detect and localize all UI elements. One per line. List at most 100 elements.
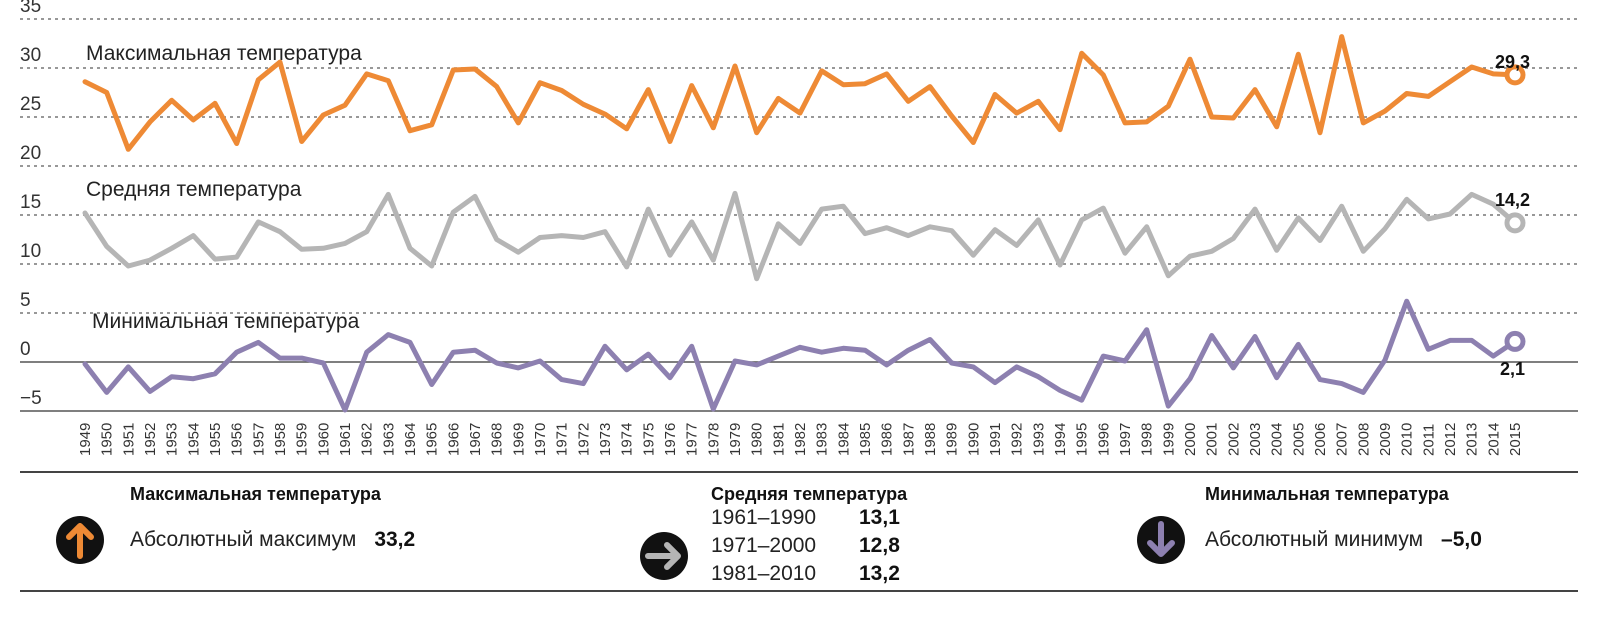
x-tick-label: 1986 — [879, 423, 896, 456]
x-tick-label: 1979 — [727, 423, 744, 456]
legend-mean-row: 1971–2000 12,8 — [711, 534, 900, 562]
legend-min-label: Абсолютный минимум — [1205, 528, 1424, 551]
x-tick-label: 1996 — [1095, 423, 1112, 456]
series-label-mean: Средняя температура — [86, 178, 302, 201]
legend-mean-value: 13,2 — [859, 562, 900, 585]
x-tick-label: 1959 — [294, 423, 311, 456]
y-tick-label: 15 — [20, 192, 41, 213]
legend-min: Минимальная температура — [1205, 484, 1449, 505]
x-tick-label: 1961 — [337, 423, 354, 456]
x-tick-label: 1970 — [532, 423, 549, 456]
x-tick-label: 1984 — [835, 423, 852, 456]
x-tick-label: 1983 — [814, 423, 831, 456]
legend-mean-row: 1981–2010 13,2 — [711, 562, 900, 590]
x-tick-label: 2011 — [1420, 424, 1437, 456]
x-tick-label: 1969 — [510, 423, 527, 456]
x-tick-label: 1957 — [250, 423, 267, 456]
x-tick-label: 2006 — [1312, 423, 1329, 456]
x-tick-label: 1988 — [922, 423, 939, 456]
x-tick-label: 2009 — [1377, 423, 1394, 456]
x-tick-label: 1985 — [857, 423, 874, 456]
x-tick-label: 1981 — [770, 423, 787, 456]
x-axis-ticks: 1949 1950 1951 1952 1953 1954 1955 1956 1957 1958… — [77, 423, 1524, 456]
x-tick-label: 1950 — [99, 423, 116, 456]
y-axis-ticks: 35 30 25 20 15 10 5 0 −5 — [20, 0, 42, 409]
x-tick-label: 1949 — [77, 423, 94, 456]
x-tick-label: 2014 — [1485, 423, 1502, 456]
x-tick-label: 1993 — [1030, 423, 1047, 456]
x-tick-label: 2003 — [1247, 423, 1264, 456]
x-tick-label: 1954 — [185, 423, 202, 456]
legend-min-row: Абсолютный минимум –5,0 — [1205, 528, 1482, 552]
x-tick-label: 1995 — [1074, 423, 1091, 456]
series-max-end-marker — [1504, 64, 1526, 86]
legend-mean-value: 12,8 — [859, 534, 900, 557]
x-tick-label: 1956 — [229, 423, 246, 456]
x-tick-label: 1977 — [684, 423, 701, 456]
x-tick-label: 1966 — [445, 423, 462, 456]
y-tick-label: 5 — [20, 290, 31, 311]
legend-mean-period: 1961–1990 — [711, 506, 817, 529]
x-tick-label: 1958 — [272, 423, 289, 456]
y-tick-label: 0 — [20, 339, 31, 360]
legend-mean: Средняя температура — [711, 484, 907, 505]
legend-mean-title: Средняя температура — [711, 484, 908, 504]
legend-min-value: –5,0 — [1441, 528, 1482, 551]
x-tick-label: 2007 — [1334, 423, 1351, 456]
series-mean-end-marker — [1504, 212, 1526, 234]
grid — [20, 18, 1578, 412]
x-tick-label: 1955 — [207, 423, 224, 456]
x-tick-label: 1968 — [489, 423, 506, 456]
x-tick-label: 2015 — [1507, 423, 1524, 456]
x-tick-label: 1964 — [402, 423, 419, 456]
x-tick-label: 1967 — [467, 423, 484, 456]
x-tick-label: 2005 — [1290, 423, 1307, 456]
legend-mean-period: 1971–2000 — [711, 534, 817, 557]
x-tick-label: 2012 — [1442, 423, 1459, 456]
y-tick-label: 35 — [20, 0, 41, 17]
x-tick-label: 1976 — [662, 423, 679, 456]
legend-max: Максимальная температура — [130, 484, 381, 505]
x-tick-label: 2008 — [1355, 423, 1372, 456]
x-tick-label: 1998 — [1139, 423, 1156, 456]
x-tick-label: 1990 — [965, 423, 982, 456]
legend-mean-rows: 1961–1990 13,1 1971–2000 12,8 1981–2010 … — [711, 506, 900, 590]
legend-top-rule — [20, 471, 1578, 473]
y-tick-label: −5 — [20, 388, 42, 409]
x-tick-label: 1978 — [705, 423, 722, 456]
x-tick-label: 1963 — [380, 423, 397, 456]
legend-max-label: Абсолютный максимум — [130, 528, 357, 551]
legend-max-value: 33,2 — [374, 528, 416, 551]
legend-mean-row: 1961–1990 13,1 — [711, 506, 900, 534]
end-label-max: 29,3 — [1495, 52, 1530, 72]
x-tick-label: 1972 — [575, 423, 592, 456]
arrow-up-icon — [56, 516, 104, 564]
x-tick-label: 1987 — [900, 423, 917, 456]
end-label-min: 2,1 — [1500, 359, 1525, 379]
x-tick-label: 1962 — [359, 423, 376, 456]
x-tick-label: 1997 — [1117, 423, 1134, 456]
series-mean-line — [82, 190, 1518, 282]
legend-max-row: Абсолютный максимум 33,2 — [130, 528, 415, 552]
end-label-mean: 14,2 — [1495, 190, 1530, 210]
x-tick-label: 1994 — [1052, 423, 1069, 456]
legend-max-title: Максимальная температура — [130, 484, 381, 504]
x-tick-label: 1965 — [424, 423, 441, 456]
series-lines — [82, 34, 1526, 413]
x-tick-label: 1952 — [142, 423, 159, 456]
x-tick-label: 1973 — [597, 423, 614, 456]
x-tick-label: 2000 — [1182, 423, 1199, 456]
y-tick-label: 25 — [20, 94, 41, 115]
x-tick-label: 1951 — [120, 423, 137, 456]
legend-bottom-rule — [20, 590, 1578, 592]
x-tick-label: 1982 — [792, 423, 809, 456]
x-tick-label: 1989 — [944, 423, 961, 456]
x-tick-label: 2004 — [1269, 423, 1286, 456]
x-tick-label: 2013 — [1464, 423, 1481, 456]
x-tick-label: 1960 — [315, 423, 332, 456]
series-label-max: Максимальная температура — [86, 42, 362, 65]
x-tick-label: 2002 — [1225, 423, 1242, 456]
x-tick-label: 2010 — [1399, 423, 1416, 456]
x-tick-label: 2001 — [1204, 423, 1221, 456]
